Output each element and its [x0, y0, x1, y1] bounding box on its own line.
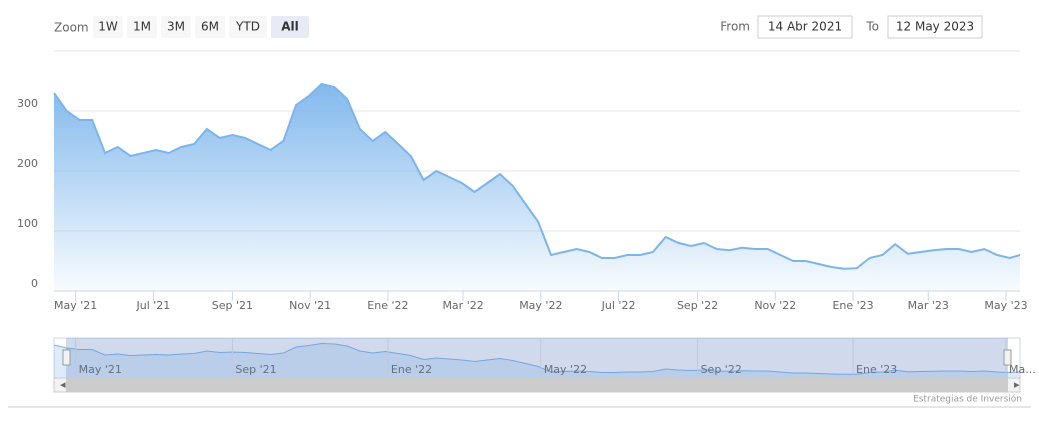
- from-value[interactable]: 14 Abr 2021: [768, 20, 842, 34]
- x-tick-label: Nov '21: [289, 299, 331, 312]
- y-tick-label: 200: [17, 157, 38, 170]
- range-button-label[interactable]: 1W: [98, 20, 118, 34]
- navigator-tick-label: Ma...: [1009, 363, 1036, 376]
- to-value[interactable]: 12 May 2023: [896, 20, 974, 34]
- navigator-area: [54, 343, 1020, 378]
- navigator-tick-label: May '21: [79, 363, 122, 376]
- range-button[interactable]: [271, 16, 309, 38]
- x-tick-label: May '23: [984, 299, 1027, 312]
- x-tick-label: Ene '23: [832, 299, 873, 312]
- scrollbar-thumb[interactable]: [66, 378, 1008, 392]
- x-tick-label: May '21: [54, 299, 97, 312]
- to-label: To: [865, 20, 879, 34]
- from-input[interactable]: [757, 15, 853, 39]
- range-button-label[interactable]: 6M: [201, 20, 219, 34]
- x-tick-label: May '22: [519, 299, 562, 312]
- scroll-left[interactable]: ◂: [60, 378, 66, 391]
- x-tick-label: Jul '22: [601, 299, 636, 312]
- navigator-tick-label: Sep '22: [701, 363, 742, 376]
- range-button-label[interactable]: All: [281, 20, 299, 34]
- zoom-label: Zoom: [54, 21, 89, 35]
- credits: Estrategias de Inversión: [913, 394, 1022, 405]
- x-tick-label: Mar '23: [908, 299, 949, 312]
- from-label: From: [720, 20, 750, 34]
- x-tick-label: Nov '22: [754, 299, 796, 312]
- to-input[interactable]: [887, 15, 983, 39]
- x-tick-label: Sep '21: [212, 299, 253, 312]
- navigator-tick-label: Ene '23: [856, 363, 897, 376]
- y-tick-label: 100: [17, 217, 38, 230]
- range-button[interactable]: [161, 16, 191, 38]
- area: [54, 84, 1020, 291]
- navigator-tick-label: Ene '22: [391, 363, 432, 376]
- navigator-line: [53, 342, 1021, 375]
- navigator-mask[interactable]: [66, 338, 1008, 378]
- range-button[interactable]: [93, 16, 123, 38]
- y-tick-label: 300: [17, 97, 38, 110]
- navigator-tick-label: Sep '21: [235, 363, 276, 376]
- scroll-right[interactable]: ▸: [1014, 378, 1020, 391]
- range-button[interactable]: [229, 16, 267, 38]
- x-tick-label: Mar '22: [442, 299, 483, 312]
- x-tick-label: Sep '22: [677, 299, 718, 312]
- x-tick-label: Jul '21: [136, 299, 171, 312]
- line: [53, 82, 1021, 270]
- navigator-handle[interactable]: [1003, 349, 1012, 366]
- navigator-tick-label: May '22: [544, 363, 587, 376]
- navigator-handle[interactable]: [62, 349, 71, 366]
- range-button[interactable]: [195, 16, 225, 38]
- x-tick-label: Ene '22: [367, 299, 408, 312]
- range-button-label[interactable]: 1M: [133, 20, 151, 34]
- range-button-label[interactable]: YTD: [235, 20, 260, 34]
- range-button[interactable]: [127, 16, 157, 38]
- y-tick-label: 0: [31, 277, 38, 290]
- range-button-label[interactable]: 3M: [167, 20, 185, 34]
